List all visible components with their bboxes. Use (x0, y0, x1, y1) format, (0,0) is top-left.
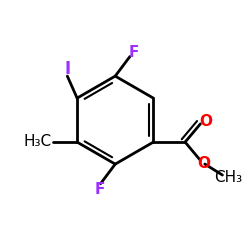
Text: F: F (128, 45, 139, 60)
Text: CH₃: CH₃ (214, 170, 242, 186)
Text: O: O (197, 156, 210, 171)
Text: O: O (199, 114, 212, 129)
Text: H₃C: H₃C (23, 134, 52, 149)
Text: I: I (64, 60, 70, 78)
Text: F: F (94, 182, 104, 197)
